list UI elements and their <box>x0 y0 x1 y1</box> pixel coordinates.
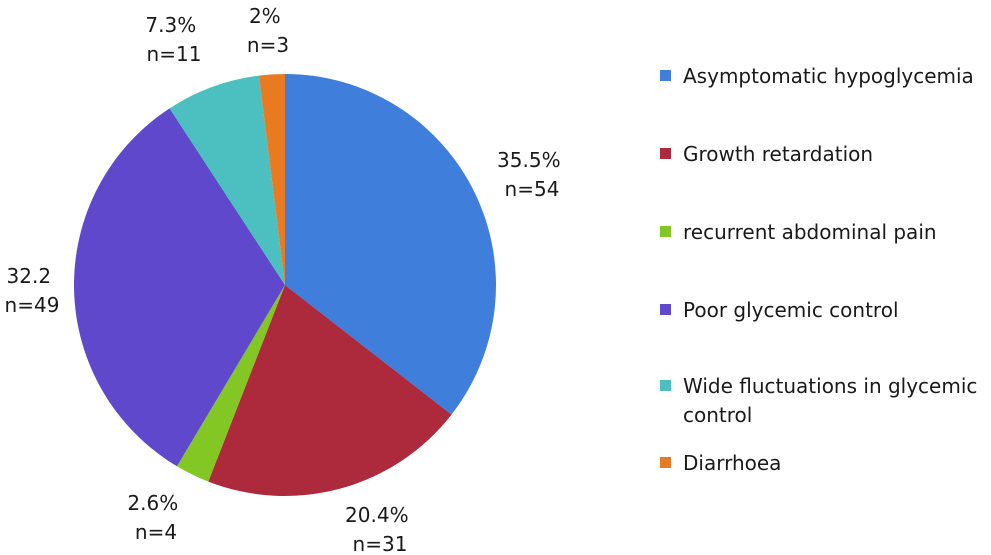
label-wide-fluctuations: 7.3% n=11 <box>145 13 202 66</box>
legend-label: recurrent abdominal pain <box>683 218 988 247</box>
legend-item-poor-glycemic-control: Poor glycemic control <box>660 296 988 325</box>
label-diarrhoea-count: n=3 <box>247 33 289 57</box>
label-poor-glycemic-control: 32.2 n=49 <box>5 264 60 317</box>
label-wide-fluctuations-count: n=11 <box>147 42 202 66</box>
label-asymptomatic-hypoglycemia-percent: 35.5% <box>497 148 561 172</box>
label-poor-glycemic-control-count: n=49 <box>5 293 60 317</box>
legend-item-asymptomatic-hypoglycemia: Asymptomatic hypoglycemia <box>660 62 988 91</box>
label-asymptomatic-hypoglycemia: 35.5% n=54 <box>497 148 567 201</box>
legend-swatch <box>660 304 671 315</box>
label-poor-glycemic-control-percent: 32.2 <box>7 264 52 288</box>
legend-label: Wide fluctuations in glycemic control <box>683 372 988 430</box>
label-diarrhoea-percent: 2% <box>249 4 281 28</box>
legend-swatch <box>660 70 671 81</box>
label-recurrent-abdominal-pain-count: n=4 <box>135 520 177 544</box>
legend-label: Diarrhoea <box>683 449 988 478</box>
label-recurrent-abdominal-pain: 2.6% n=4 <box>127 491 184 544</box>
legend-label: Growth retardation <box>683 140 988 169</box>
legend-swatch <box>660 226 671 237</box>
label-growth-retardation-count: n=31 <box>353 532 408 555</box>
legend-swatch <box>660 457 671 468</box>
label-wide-fluctuations-percent: 7.3% <box>145 13 196 37</box>
legend-swatch <box>660 380 671 391</box>
label-growth-retardation-percent: 20.4% <box>345 503 409 527</box>
legend-label: Asymptomatic hypoglycemia <box>683 62 988 91</box>
label-diarrhoea: 2% n=3 <box>247 4 289 57</box>
legend-item-wide-fluctuations: Wide fluctuations in glycemic control <box>660 372 988 430</box>
legend-item-recurrent-abdominal-pain: recurrent abdominal pain <box>660 218 988 247</box>
legend-label: Poor glycemic control <box>683 296 988 325</box>
legend-item-diarrhoea: Diarrhoea <box>660 449 988 478</box>
label-recurrent-abdominal-pain-percent: 2.6% <box>127 491 178 515</box>
legend-item-growth-retardation: Growth retardation <box>660 140 988 169</box>
legend-swatch <box>660 148 671 159</box>
pie-slices <box>74 74 496 496</box>
label-growth-retardation: 20.4% n=31 <box>345 503 415 555</box>
label-asymptomatic-hypoglycemia-count: n=54 <box>505 177 560 201</box>
